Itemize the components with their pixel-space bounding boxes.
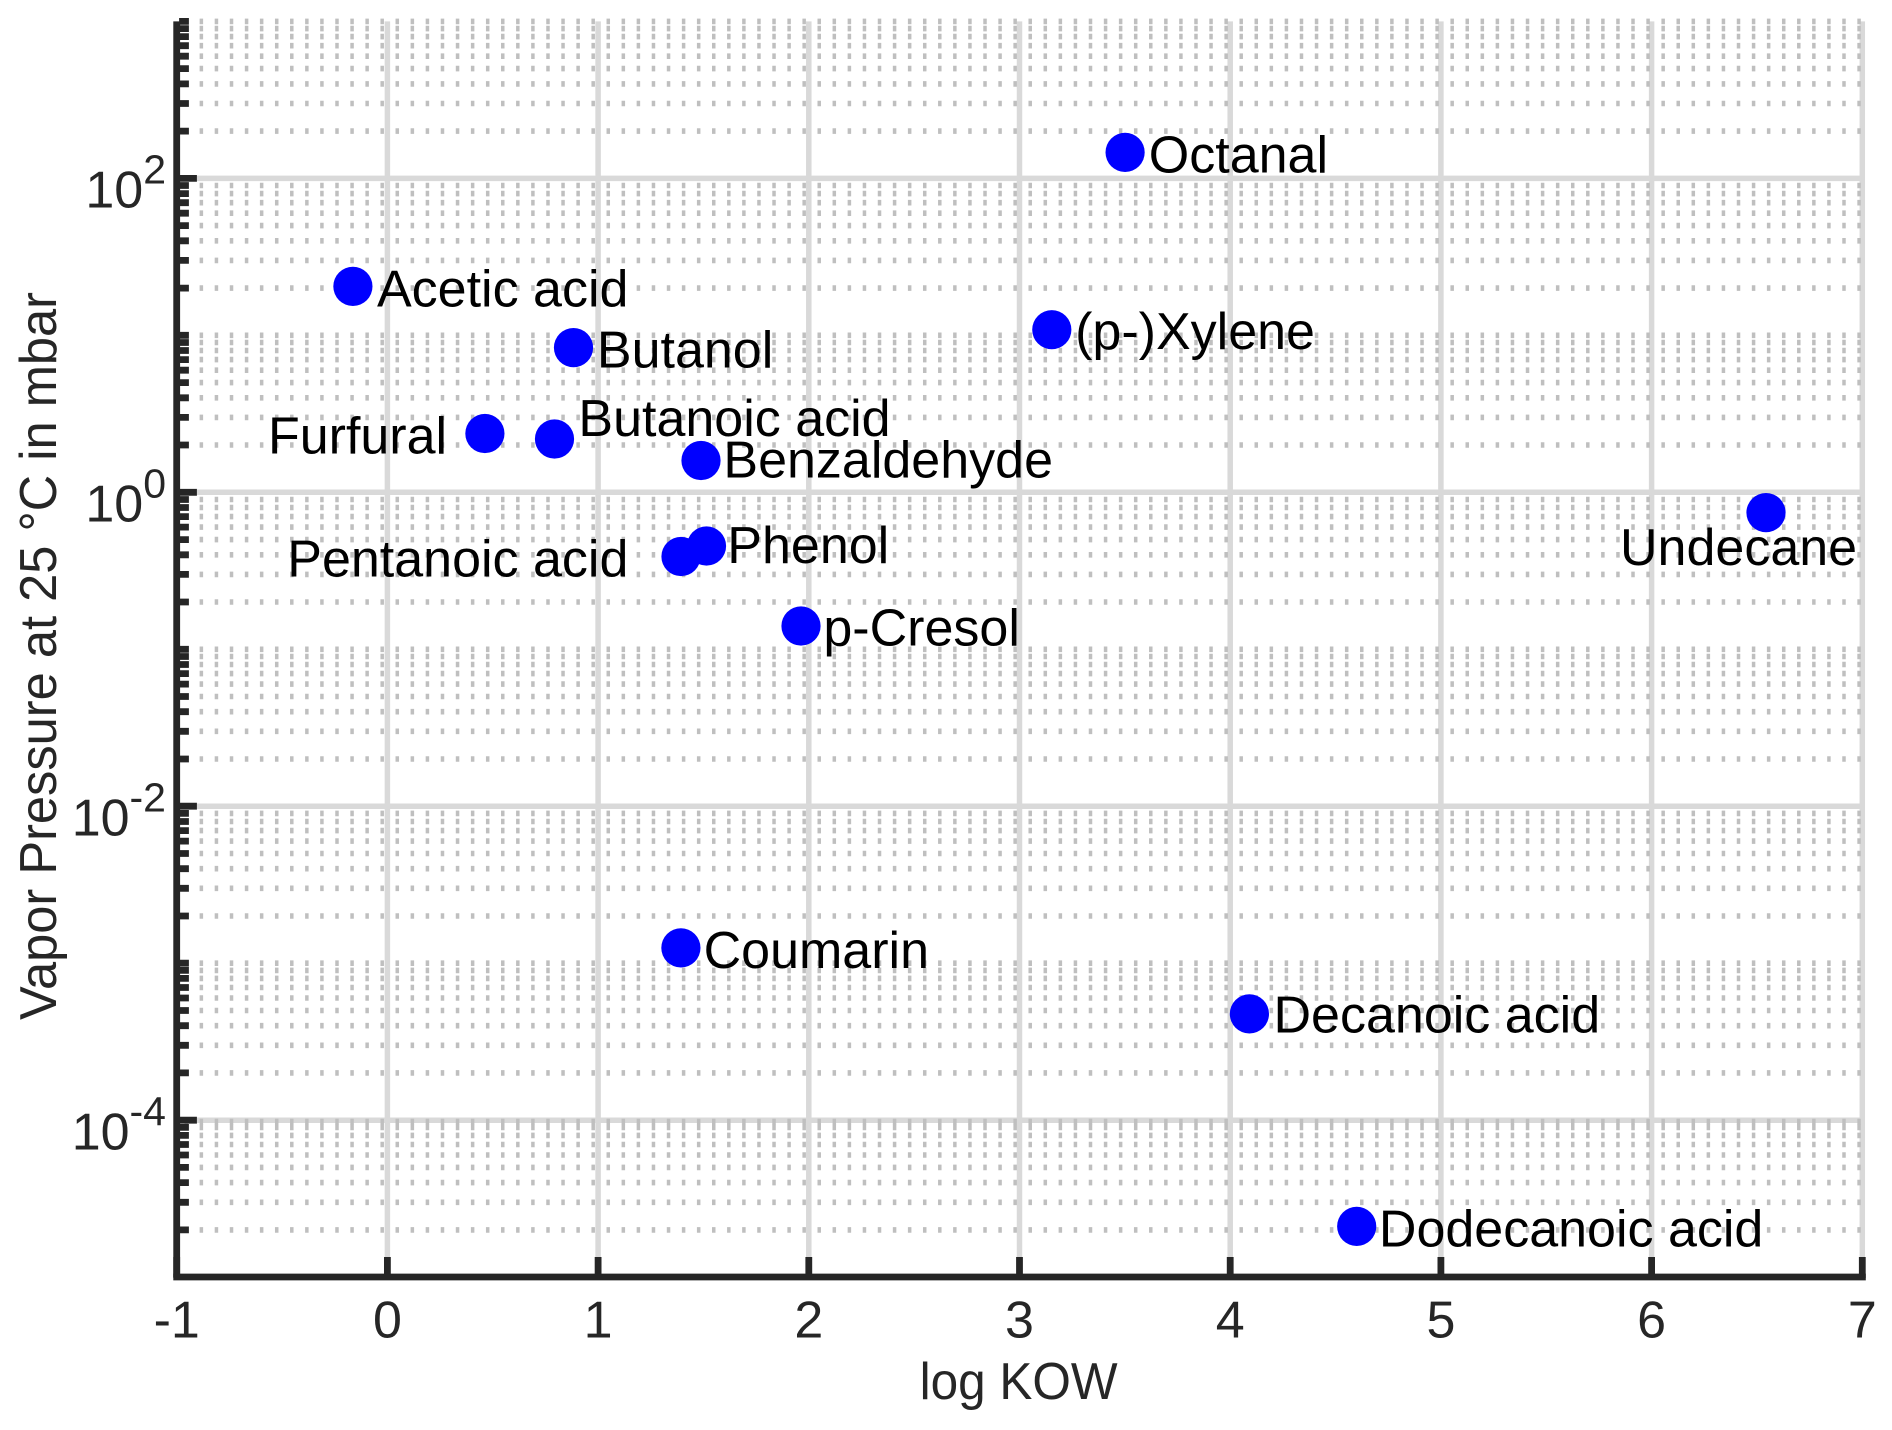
svg-text:Phenol: Phenol xyxy=(727,517,889,575)
svg-text:p-Cresol: p-Cresol xyxy=(823,600,1020,658)
svg-text:1: 1 xyxy=(584,1292,613,1350)
svg-text:2: 2 xyxy=(794,1292,823,1350)
svg-text:Undecane: Undecane xyxy=(1620,519,1857,577)
svg-text:Octanal: Octanal xyxy=(1149,127,1328,185)
svg-text:7: 7 xyxy=(1848,1292,1877,1350)
svg-text:Dodecanoic acid: Dodecanoic acid xyxy=(1379,1200,1763,1258)
svg-text:log KOW: log KOW xyxy=(920,1353,1118,1411)
svg-text:Benzaldehyde: Benzaldehyde xyxy=(723,432,1053,490)
svg-text:Decanoic acid: Decanoic acid xyxy=(1274,987,1601,1045)
svg-text:6: 6 xyxy=(1637,1292,1666,1350)
svg-text:Pentanoic acid: Pentanoic acid xyxy=(287,531,628,589)
svg-text:Acetic acid: Acetic acid xyxy=(377,260,628,318)
svg-text:5: 5 xyxy=(1426,1292,1455,1350)
svg-text:Coumarin: Coumarin xyxy=(704,922,929,980)
svg-text:(p-)Xylene: (p-)Xylene xyxy=(1075,303,1315,361)
svg-text:Butanol: Butanol xyxy=(597,322,773,380)
svg-text:3: 3 xyxy=(1005,1292,1034,1350)
svg-text:Vapor Pressure at 25 °C in mba: Vapor Pressure at 25 °C in mbar xyxy=(10,292,68,1020)
svg-text:-1: -1 xyxy=(154,1292,200,1350)
svg-text:Furfural: Furfural xyxy=(268,407,447,465)
svg-text:0: 0 xyxy=(373,1292,402,1350)
svg-text:Butanoic acid: Butanoic acid xyxy=(578,390,890,448)
svg-text:4: 4 xyxy=(1216,1292,1245,1350)
